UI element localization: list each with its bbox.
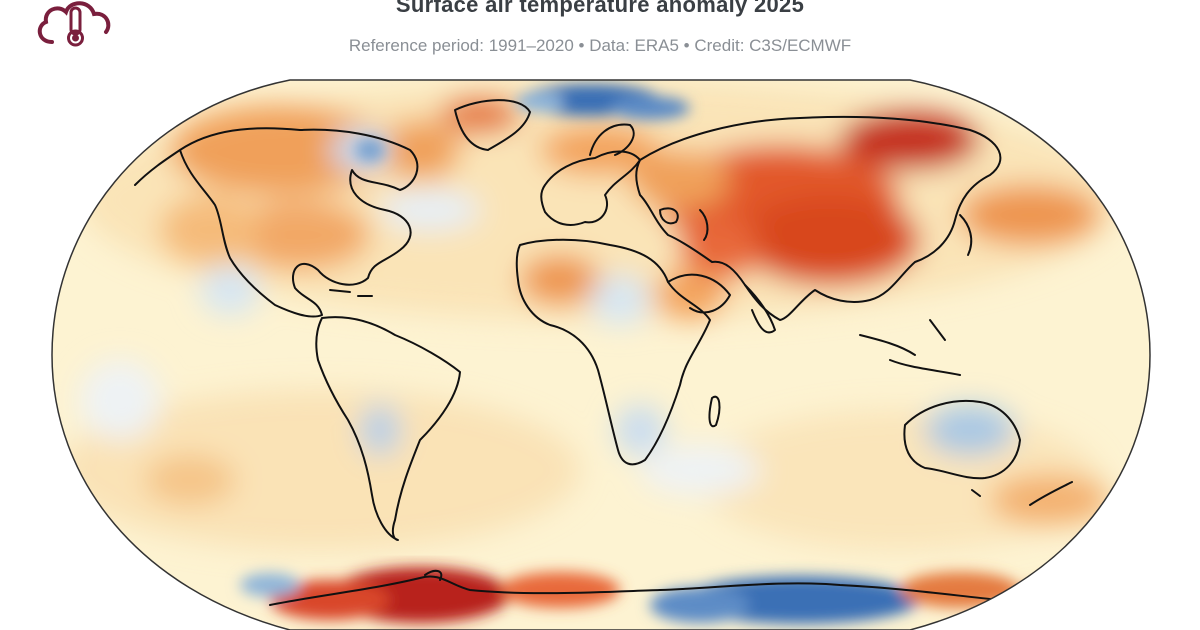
thermometer-cloud-icon: [37, 1, 111, 47]
anomaly-field: [52, 80, 1150, 630]
coastlines: [134, 99, 1073, 606]
map-title: Surface air temperature anomaly 2025: [395, 0, 805, 17]
globe-outline: [51, 79, 1151, 630]
map-subtitle: Reference period: 1991–2020 • Data: ERA5…: [348, 36, 852, 55]
